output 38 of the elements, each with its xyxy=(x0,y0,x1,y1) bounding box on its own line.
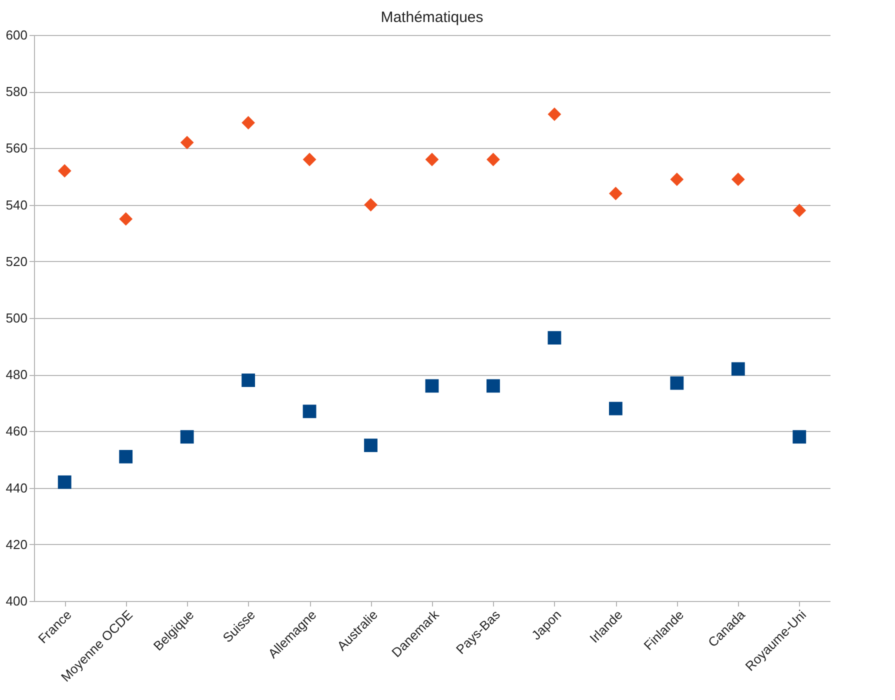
y-tick-label: 560 xyxy=(6,140,28,156)
point xyxy=(548,331,562,345)
point xyxy=(608,186,622,200)
point xyxy=(670,172,684,186)
y-tick-label: 600 xyxy=(6,28,28,42)
y-tick-label: 460 xyxy=(6,424,28,439)
y-tick-label: 420 xyxy=(6,536,28,552)
point xyxy=(670,376,684,390)
point xyxy=(731,172,745,186)
point xyxy=(608,402,622,416)
point xyxy=(58,164,72,178)
point xyxy=(425,379,439,393)
point xyxy=(731,362,745,376)
point xyxy=(425,152,439,166)
point xyxy=(58,475,72,489)
point xyxy=(180,136,194,150)
point xyxy=(364,438,378,452)
point xyxy=(486,152,500,166)
chart-title: Mathématiques xyxy=(380,9,484,26)
point xyxy=(364,198,378,212)
point xyxy=(242,374,256,387)
y-tick-label: 520 xyxy=(6,254,28,269)
y-tick-label: 400 xyxy=(6,594,28,608)
point xyxy=(792,430,806,444)
y-tick-label: 500 xyxy=(6,310,28,326)
point xyxy=(242,116,256,130)
y-tick-label: 480 xyxy=(6,367,28,382)
point xyxy=(119,450,133,464)
point xyxy=(180,430,194,444)
point xyxy=(486,379,500,393)
point xyxy=(302,404,316,418)
point xyxy=(119,212,133,226)
y-tick-label: 540 xyxy=(6,197,28,212)
y-tick-label: 580 xyxy=(6,84,28,100)
point xyxy=(792,204,806,218)
point xyxy=(548,108,562,121)
y-tick-label: 440 xyxy=(6,480,28,496)
point xyxy=(302,152,316,166)
